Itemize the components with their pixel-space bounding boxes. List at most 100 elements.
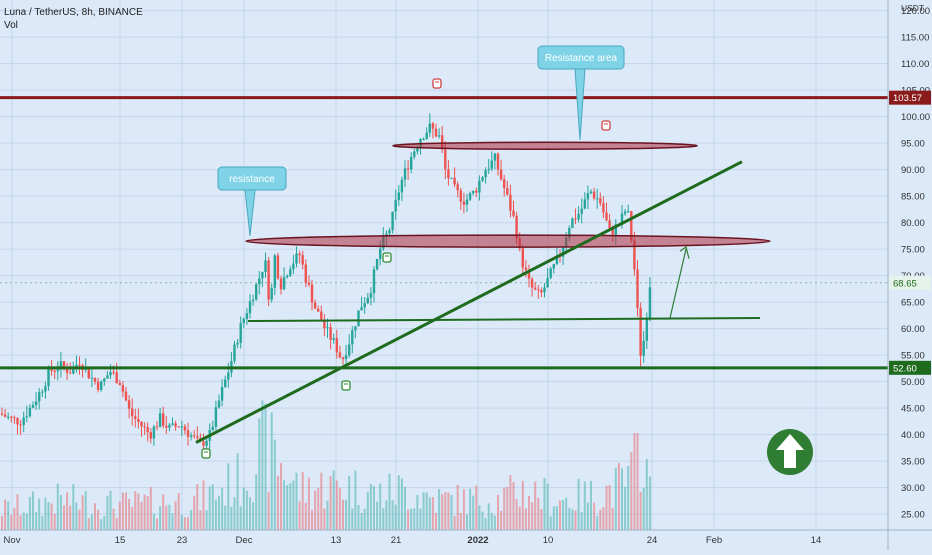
price-tick-label: 95.00 [901, 139, 925, 150]
price-axis[interactable]: 25.00 30.00 35.00 40.00 45.00 50.00 55.00 60.00… [887, 0, 931, 550]
candle-body [245, 313, 249, 319]
volume-bar [146, 496, 149, 530]
badge-arrow [776, 434, 804, 468]
neckline[interactable] [247, 317, 761, 322]
volume-bar [540, 508, 543, 530]
candle-body [72, 366, 75, 374]
volume-bar [227, 463, 230, 530]
volume-bar [183, 517, 186, 530]
candle-body [217, 400, 221, 408]
volume-bar [307, 477, 310, 530]
candle-body [434, 128, 438, 137]
volume-bar [630, 452, 633, 530]
volume-bar [106, 495, 109, 530]
volume-bar [196, 484, 199, 530]
candle-body [456, 184, 459, 191]
candle-body [484, 170, 487, 178]
volume-bar [400, 478, 403, 530]
volume-bar [177, 493, 180, 530]
volume-bar [304, 502, 307, 530]
volume-bar [528, 495, 530, 530]
resistance-callout[interactable]: resistance [217, 166, 287, 237]
candle-body [276, 255, 280, 279]
volume-bar [38, 498, 41, 530]
volume-bar [199, 510, 202, 530]
candle-body [546, 277, 549, 288]
price-tag-box [889, 360, 931, 375]
candle-body [608, 220, 611, 229]
candle-body [580, 208, 583, 214]
candle-body [3, 414, 7, 417]
candle-body [577, 213, 580, 220]
trendline[interactable] [195, 160, 743, 444]
candle-body [561, 247, 565, 257]
price-tick-label: 115.00 [901, 33, 929, 44]
volume-bar [314, 490, 317, 530]
candle-body [639, 307, 642, 356]
candle-body [388, 230, 391, 234]
symbol-title[interactable]: Luna / TetherUS, 8h, BINANCE [4, 7, 143, 18]
price-tick-label: 30.00 [901, 483, 925, 494]
candle-body [75, 364, 78, 367]
resistance-zone[interactable] [245, 234, 771, 248]
time-axis[interactable]: Nov 15 23 Dec 13 21 2022 10 24 Feb 14 [0, 529, 932, 546]
candle-body [571, 218, 574, 228]
volume-bar [593, 502, 596, 530]
volume-bar [276, 475, 279, 530]
candle-body [44, 386, 47, 392]
candle-body [512, 210, 515, 216]
price-tag-box [889, 90, 931, 105]
volume-bar [13, 507, 16, 530]
time-tick-label: 23 [177, 535, 188, 546]
candle-body [394, 199, 397, 212]
candle-body [592, 191, 596, 199]
price-tick-label: 25.00 [901, 510, 925, 521]
hand-shape [601, 120, 611, 131]
price-tag-text: 52.60 [893, 363, 917, 374]
volume-bar [202, 480, 205, 530]
price-tag-text: 68.65 [893, 278, 917, 289]
candle-body [38, 392, 41, 402]
arrow-up-icon[interactable] [767, 429, 813, 475]
resistance-area-callout[interactable]: Resistance area [537, 45, 625, 141]
volume-bar [165, 505, 168, 530]
candle-body [372, 269, 376, 294]
candle-body [320, 311, 323, 322]
volume-bar [66, 492, 69, 530]
resistance-price-tag: 103.57 [889, 90, 931, 105]
volume-bar [453, 515, 456, 530]
time-tick-label: 2022 [467, 535, 488, 546]
candle-body [189, 435, 193, 437]
candle-body [13, 417, 16, 419]
volume-bar [515, 499, 518, 530]
volume-bar [193, 495, 196, 530]
volume-bar [509, 475, 512, 530]
volume-bar [543, 478, 546, 530]
candle-body [354, 326, 357, 331]
volume-bar [555, 505, 558, 530]
candle-body [493, 153, 497, 161]
resistance-area-zone[interactable] [392, 141, 698, 150]
candle-body [428, 123, 431, 133]
volume-bar [360, 513, 363, 530]
drawings[interactable]: Resistance area resistance [0, 45, 888, 475]
volume-bar [53, 513, 56, 530]
candle-body [25, 416, 28, 418]
volume-bar [159, 506, 162, 530]
volume-bar [338, 487, 341, 530]
volume-bar [218, 495, 220, 530]
candle-body [586, 193, 590, 200]
hand-shape [382, 252, 392, 263]
candle-body [171, 423, 174, 425]
volume-bar [100, 519, 103, 530]
volume-bar [484, 517, 487, 530]
projection-arrow[interactable] [669, 248, 687, 319]
volume-bar [574, 510, 577, 530]
volume-bar [280, 463, 282, 530]
volume-bar [431, 497, 434, 530]
volume-bar [190, 510, 193, 530]
candle-body [242, 318, 245, 324]
candle-body [292, 263, 295, 270]
